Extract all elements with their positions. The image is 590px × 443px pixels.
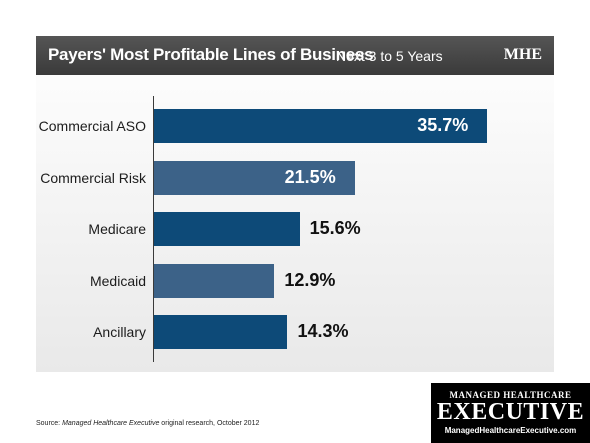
chart-subtitle: Next 3 to 5 Years <box>336 48 443 64</box>
publication-logo: MANAGED HEALTHCARE EXECUTIVE ManagedHeal… <box>431 383 590 443</box>
bar-commercial-risk <box>154 160 355 195</box>
source-prefix: Source: <box>36 420 63 427</box>
source-publication: Managed Healthcare Executive <box>62 420 160 427</box>
logo-url: ManagedHealthcareExecutive.com <box>444 426 577 435</box>
bar-medicaid <box>154 263 275 298</box>
bar-commercial-aso <box>154 109 488 143</box>
category-label-medicare: Medicare <box>88 221 146 237</box>
chart-title: Payers' Most Profitable Lines of Busines… <box>48 45 374 64</box>
category-label-commercial-aso: Commercial ASO <box>38 118 146 134</box>
value-label-commercial-risk: 21.5% <box>284 166 336 187</box>
bar-medicare <box>154 212 300 246</box>
category-axis-line <box>153 96 154 362</box>
chart-header: Payers' Most Profitable Lines of Busines… <box>36 36 554 75</box>
category-label-commercial-risk: Commercial Risk <box>40 169 146 186</box>
chart-card <box>36 36 554 372</box>
bar-ancillary <box>154 315 288 349</box>
source-rest: original research, October 2012 <box>159 420 260 427</box>
value-label-medicaid: 12.9% <box>284 269 336 290</box>
value-label-medicare: 15.6% <box>309 218 361 238</box>
value-label-commercial-aso: 35.7% <box>417 115 469 135</box>
logo-line-2: EXECUTIVE <box>436 399 585 425</box>
mhe-badge: MHE <box>503 46 542 63</box>
category-label-ancillary: Ancillary <box>93 324 146 340</box>
value-label-ancillary: 14.3% <box>297 321 349 341</box>
source-note: Source: Managed Healthcare Executive ori… <box>36 420 259 427</box>
category-label-medicaid: Medicaid <box>89 272 146 289</box>
logo-line-1: MANAGED HEALTHCARE <box>449 390 572 400</box>
